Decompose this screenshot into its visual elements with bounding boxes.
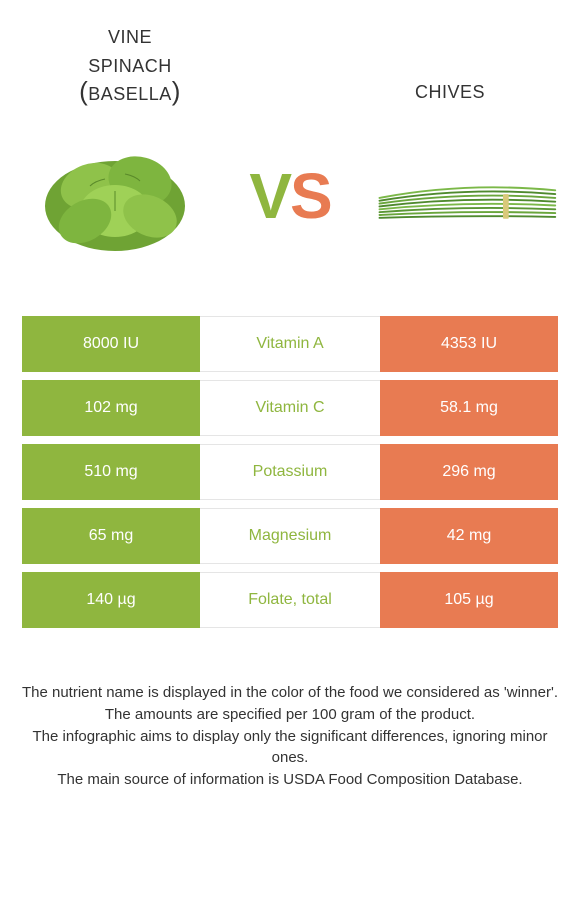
vs-label: VS	[249, 159, 330, 233]
cell-nutrient: Folate, total	[200, 572, 380, 628]
cell-right-value: 105 µg	[380, 572, 558, 628]
hero-row: VS	[0, 116, 580, 296]
footnote-line: The main source of information is USDA F…	[20, 770, 560, 790]
title-line: Chives	[415, 74, 485, 104]
table-row: 8000 IU Vitamin A 4353 IU	[22, 316, 558, 372]
title-line: spinach	[88, 48, 172, 78]
food-image-right	[370, 126, 560, 266]
cell-left-value: 65 mg	[22, 508, 200, 564]
cell-nutrient: Potassium	[200, 444, 380, 500]
footnote-line: The amounts are specified per 100 gram o…	[20, 705, 560, 725]
nutrient-table: 8000 IU Vitamin A 4353 IU 102 mg Vitamin…	[22, 316, 558, 628]
chives-icon	[370, 156, 560, 236]
food-image-left	[20, 126, 210, 266]
cell-left-value: 140 µg	[22, 572, 200, 628]
spinach-icon	[30, 131, 200, 261]
food-title-left: Vine spinach (basella)	[40, 20, 220, 106]
footnote-line: The infographic aims to display only the…	[20, 727, 560, 768]
table-row: 510 mg Potassium 296 mg	[22, 444, 558, 500]
cell-nutrient: Vitamin A	[200, 316, 380, 372]
table-row: 102 mg Vitamin C 58.1 mg	[22, 380, 558, 436]
title-line: Vine	[108, 19, 152, 49]
footnote-line: The nutrient name is displayed in the co…	[20, 683, 560, 703]
cell-nutrient: Magnesium	[200, 508, 380, 564]
cell-nutrient: Vitamin C	[200, 380, 380, 436]
cell-left-value: 510 mg	[22, 444, 200, 500]
cell-right-value: 4353 IU	[380, 316, 558, 372]
title-line: (basella)	[79, 76, 181, 106]
cell-right-value: 296 mg	[380, 444, 558, 500]
cell-left-value: 102 mg	[22, 380, 200, 436]
header: Vine spinach (basella) Chives	[0, 0, 580, 106]
footnotes: The nutrient name is displayed in the co…	[0, 683, 580, 790]
cell-left-value: 8000 IU	[22, 316, 200, 372]
table-row: 65 mg Magnesium 42 mg	[22, 508, 558, 564]
vs-s: S	[290, 160, 331, 232]
cell-right-value: 58.1 mg	[380, 380, 558, 436]
food-title-right: Chives	[360, 75, 540, 104]
vs-v: V	[249, 160, 290, 232]
table-row: 140 µg Folate, total 105 µg	[22, 572, 558, 628]
cell-right-value: 42 mg	[380, 508, 558, 564]
